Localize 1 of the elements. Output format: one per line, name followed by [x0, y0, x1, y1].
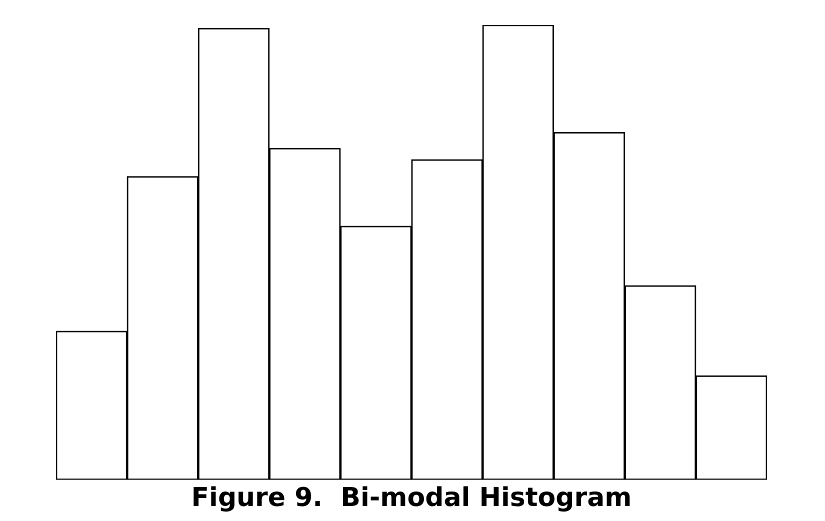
text: Figure 9. Bi-modal Histogram [191, 483, 632, 514]
